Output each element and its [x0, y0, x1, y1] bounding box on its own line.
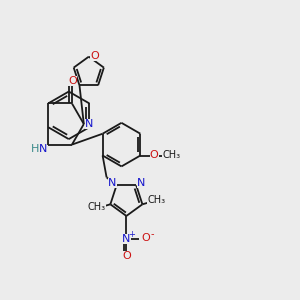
- Text: +: +: [128, 230, 135, 239]
- Text: O: O: [90, 51, 99, 61]
- Text: N: N: [85, 119, 93, 129]
- Text: CH₃: CH₃: [147, 195, 165, 206]
- Text: N: N: [137, 178, 146, 188]
- Text: H: H: [31, 144, 40, 154]
- Text: -: -: [150, 229, 154, 239]
- Text: CH₃: CH₃: [87, 202, 106, 212]
- Text: N: N: [108, 178, 117, 188]
- Text: N: N: [122, 234, 130, 244]
- Text: O: O: [122, 250, 131, 261]
- Text: N: N: [39, 144, 47, 154]
- Text: O: O: [150, 149, 159, 160]
- Text: O: O: [142, 233, 151, 243]
- Text: CH₃: CH₃: [162, 149, 180, 160]
- Text: O: O: [69, 76, 77, 85]
